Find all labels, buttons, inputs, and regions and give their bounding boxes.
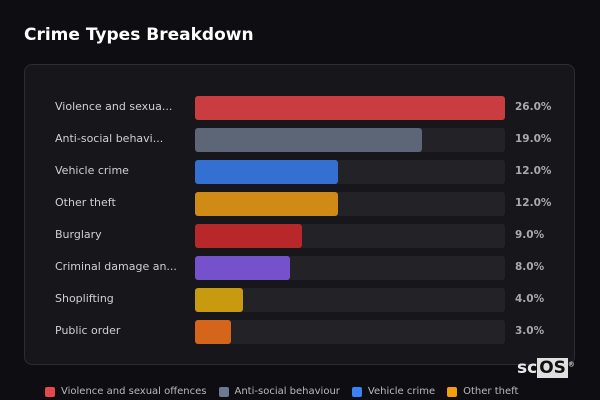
- chart-card: Violence and sexua... 26.0% Anti-social b…: [24, 64, 575, 365]
- bar[interactable]: [195, 96, 505, 120]
- bar-row: Burglary 9.0%: [25, 224, 574, 248]
- value-label: 26.0%: [515, 101, 552, 113]
- logo-text-a: sc: [517, 358, 538, 378]
- legend-swatch: [447, 386, 458, 397]
- legend-label: Vehicle crime: [367, 386, 436, 397]
- value-label: 12.0%: [515, 197, 552, 209]
- legend-item[interactable]: Vehicle crime: [351, 386, 436, 397]
- value-label: 8.0%: [515, 261, 545, 273]
- bar-track: [195, 128, 505, 152]
- bar[interactable]: [195, 128, 422, 152]
- bar-row: Other theft 12.0%: [25, 192, 574, 216]
- bar-track: [195, 96, 505, 120]
- bar[interactable]: [195, 320, 231, 344]
- category-label: Anti-social behavi...: [55, 132, 164, 145]
- legend-item[interactable]: Other theft: [447, 386, 518, 397]
- category-label: Violence and sexua...: [55, 100, 173, 113]
- bar-track: [195, 192, 505, 216]
- category-label: Public order: [55, 324, 121, 337]
- bar-row: Shoplifting 4.0%: [25, 288, 574, 312]
- bar-track: [195, 320, 505, 344]
- category-label: Criminal damage an...: [55, 260, 177, 273]
- bar[interactable]: [195, 160, 339, 184]
- logo-text-b: OS: [537, 358, 568, 378]
- watermark-logo: sc OS ®: [517, 358, 575, 378]
- bar-row: Criminal damage an... 8.0%: [25, 256, 574, 280]
- bar-track: [195, 160, 505, 184]
- category-label: Shoplifting: [55, 292, 114, 305]
- legend-item[interactable]: Anti-social behaviour: [218, 386, 340, 397]
- bar-row: Anti-social behavi... 19.0%: [25, 128, 574, 152]
- value-label: 3.0%: [515, 325, 545, 337]
- bar-track: [195, 288, 505, 312]
- value-label: 4.0%: [515, 293, 545, 305]
- category-label: Burglary: [55, 228, 102, 241]
- legend-swatch: [45, 386, 55, 397]
- bar-track: [195, 256, 505, 280]
- legend-label: Other theft: [463, 386, 519, 397]
- bar-row: Public order 3.0%: [25, 320, 574, 344]
- legend-label: Anti-social behaviour: [234, 386, 340, 397]
- value-label: 9.0%: [515, 229, 545, 241]
- legend-swatch: [218, 386, 229, 397]
- chart-title: Crime Types Breakdown: [24, 25, 254, 45]
- bar-row: Vehicle crime 12.0%: [25, 160, 574, 184]
- legend-label: Violence and sexual offences: [61, 386, 207, 397]
- bar[interactable]: [195, 224, 303, 248]
- bar[interactable]: [195, 288, 243, 312]
- value-label: 12.0%: [515, 165, 552, 177]
- bar-row: Violence and sexua... 26.0%: [25, 96, 574, 120]
- bar[interactable]: [195, 256, 291, 280]
- value-label: 19.0%: [515, 133, 552, 145]
- bar-track: [195, 224, 505, 248]
- legend-swatch: [351, 386, 362, 397]
- logo-registered-mark: ®: [567, 360, 575, 369]
- legend-item[interactable]: Violence and sexual offences: [45, 386, 207, 397]
- legend: Violence and sexual offences Anti-social …: [45, 386, 518, 397]
- bar[interactable]: [195, 192, 339, 216]
- category-label: Other theft: [55, 196, 116, 209]
- category-label: Vehicle crime: [55, 164, 129, 177]
